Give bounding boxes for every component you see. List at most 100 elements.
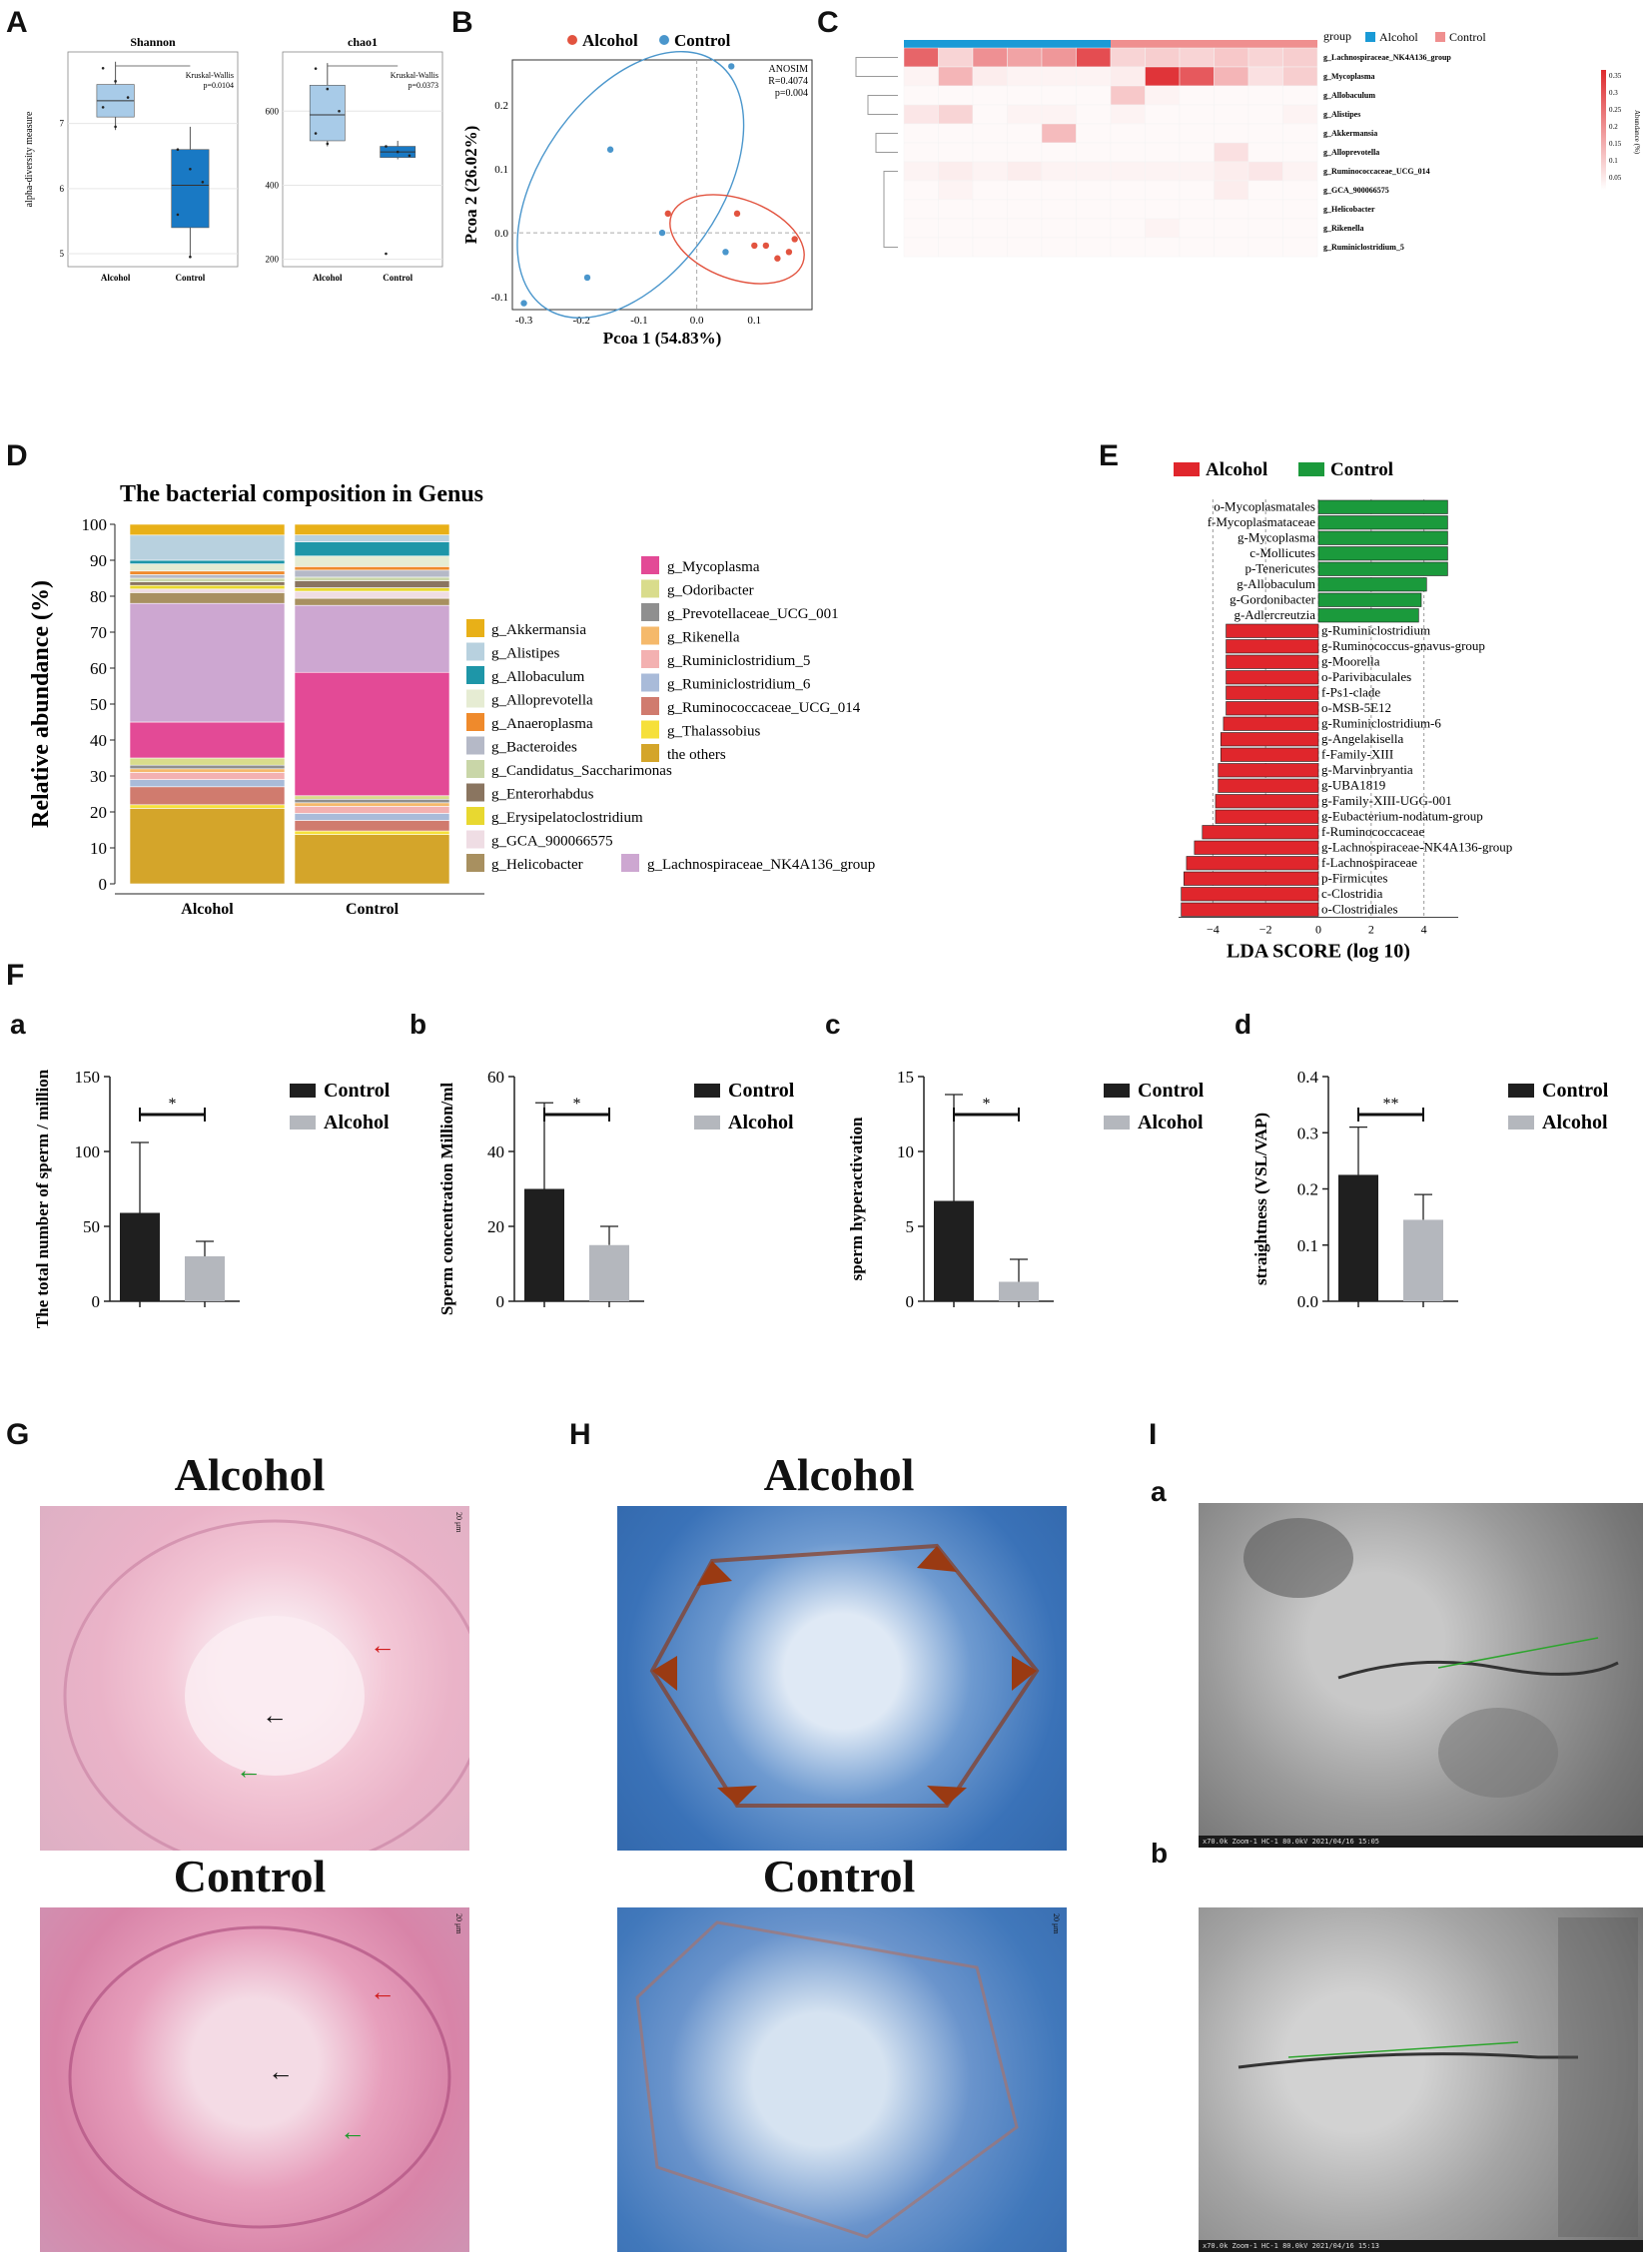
y-tick-label: 100 — [82, 515, 108, 534]
heatmap-cell — [1214, 161, 1249, 182]
heatmap-cell — [1145, 47, 1181, 68]
y-tick-label: 10 — [90, 839, 107, 858]
lda-bar — [1317, 499, 1448, 514]
legend-label-alcohol: Alcohol — [728, 1112, 794, 1133]
lda-bar — [1218, 778, 1319, 793]
heatmap-cell — [1247, 123, 1283, 144]
sperm-concentration-bar-chart: 0 20 40 60 Sperm concentration Million/ml * Co… — [437, 1068, 795, 1315]
chart-title: chao1 — [348, 35, 378, 49]
ellipse-control — [516, 51, 745, 319]
lda-bar-label: g-Marvinbryantia — [1321, 762, 1413, 777]
point-alcohol — [733, 210, 741, 218]
lda-bar-label: f-Ps1-clade — [1321, 685, 1380, 700]
stack-segment — [129, 808, 286, 885]
data-point — [314, 67, 318, 70]
heatmap-cell — [938, 66, 974, 87]
heatmap-cell — [903, 123, 939, 144]
heatmap-cell — [1214, 85, 1249, 106]
stack-segment — [129, 764, 286, 770]
red-arrow-icon: ← — [370, 1977, 396, 2006]
heatmap-cell — [1076, 161, 1112, 182]
heatmap-cell — [1041, 104, 1077, 125]
row-label: g_Alloprevotella — [1323, 148, 1379, 157]
heatmap-cell — [1179, 237, 1215, 258]
heatmap-cell — [972, 104, 1008, 125]
x-tick-label: Control — [383, 273, 413, 283]
heatmap-cell — [1076, 85, 1112, 106]
heatmap-cell — [1007, 66, 1043, 87]
stack-segment — [294, 580, 450, 588]
heatmap-cell — [1214, 47, 1249, 68]
y-tick-label: 6 — [60, 184, 65, 194]
legend-swatch-control — [290, 1084, 316, 1098]
plot-frame — [67, 51, 239, 268]
heatmap-cell — [903, 199, 939, 220]
heatmap-cell — [903, 237, 939, 258]
legend-title: group — [1323, 30, 1351, 43]
significance-mark: ** — [1383, 1096, 1399, 1113]
heatmap-cell — [1145, 104, 1181, 125]
legend-label-alcohol: Alcohol — [582, 31, 638, 50]
heatmap-cell — [1076, 237, 1112, 258]
g-he-image-control: 20 μm ← ← ← — [40, 1907, 469, 2252]
annotation-text: p=0.0373 — [408, 81, 438, 90]
tem-image-a: x70.0k Zoom-1 HC-1 80.0kV 2021/04/16 15:… — [1199, 1503, 1643, 1848]
y-tick-label: 0.0 — [1297, 1292, 1318, 1311]
stack-segment — [129, 563, 286, 572]
legend-swatch — [641, 579, 659, 598]
y-axis-label: The total number of sperm / million — [33, 1069, 52, 1328]
legend-label-alcohol: Alcohol — [1138, 1112, 1204, 1133]
legend-swatch — [466, 642, 484, 661]
heatmap-cell — [1145, 161, 1181, 182]
stack-segment — [129, 779, 286, 788]
y-tick-label: 0 — [906, 1292, 915, 1311]
heatmap-cell — [972, 47, 1008, 68]
lda-bar — [1223, 716, 1319, 731]
legend-label: g_Alloprevotella — [491, 693, 593, 709]
legend-swatch — [641, 556, 659, 574]
heatmap-cell — [1247, 161, 1283, 182]
lda-bar — [1226, 623, 1319, 638]
panel-letter-fc: c — [825, 1009, 841, 1040]
stack-segment — [294, 534, 450, 542]
lda-bar-label: g-Eubacterium-nodatum-group — [1321, 809, 1483, 824]
heatmap-cell — [1247, 142, 1283, 163]
y-tick-label: 20 — [487, 1217, 504, 1236]
heatmap-cell — [1214, 180, 1249, 201]
heatmap-cell — [1179, 218, 1215, 239]
black-arrow-icon: ← — [262, 1701, 288, 1730]
significance-mark: * — [169, 1096, 177, 1113]
legend-swatch — [466, 713, 484, 731]
dendrogram-branch — [855, 57, 898, 77]
heatmap-cell — [1179, 123, 1215, 144]
stack-segment — [294, 671, 450, 797]
heatmap-cell — [1247, 66, 1283, 87]
panel-letter-ia: a — [1151, 1476, 1167, 1507]
row-label: g_Helicobacter — [1323, 205, 1375, 214]
heatmap-cell — [1076, 47, 1112, 68]
panel-letter-fd: d — [1235, 1009, 1252, 1040]
colorbar-tick-label: 0.15 — [1609, 140, 1622, 148]
heatmap-cell — [1214, 104, 1249, 125]
heatmap-cell — [972, 180, 1008, 201]
stack-segment — [294, 795, 450, 800]
point-alcohol — [785, 249, 793, 256]
data-point — [189, 255, 192, 259]
heatmap-cell — [1041, 123, 1077, 144]
stack-segment — [129, 584, 286, 590]
legend-label: g_Prevotellaceae_UCG_001 — [667, 606, 839, 622]
heatmap-cell — [1282, 66, 1318, 87]
heatmap-cell — [1145, 199, 1181, 220]
box-control — [171, 149, 210, 229]
heatmap-cell — [1110, 85, 1146, 106]
annotation-text: Kruskal-Wallis — [391, 71, 438, 80]
lda-bar — [1317, 546, 1448, 561]
lda-bar — [1181, 902, 1319, 917]
heatmap-cell — [1110, 123, 1146, 144]
heatmap-cell — [972, 218, 1008, 239]
y-tick-label: 200 — [266, 255, 280, 265]
data-point — [126, 96, 130, 99]
y-tick-label: 15 — [897, 1068, 914, 1087]
stack-segment — [129, 592, 286, 604]
heatmap-cell — [1007, 218, 1043, 239]
